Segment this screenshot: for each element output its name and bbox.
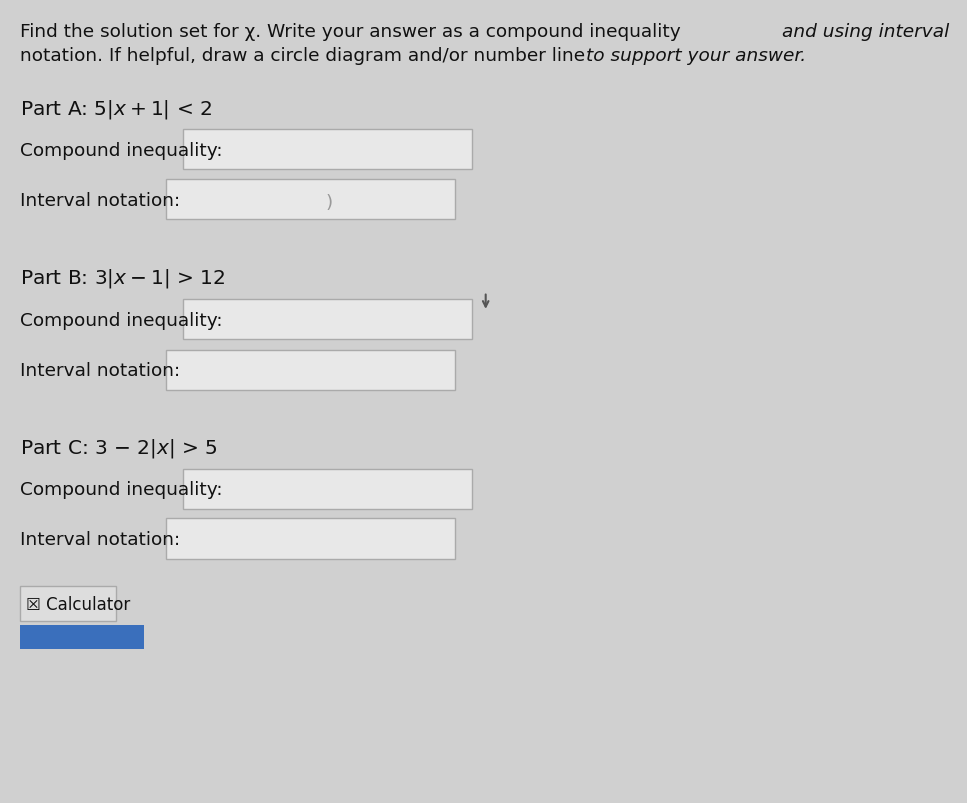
- Text: Part B: 3$|x - 1|$ > 12: Part B: 3$|x - 1|$ > 12: [19, 267, 224, 290]
- FancyBboxPatch shape: [165, 519, 455, 559]
- FancyBboxPatch shape: [183, 469, 472, 509]
- Text: notation. If helpful, draw a circle diagram and/or number line: notation. If helpful, draw a circle diag…: [19, 47, 591, 64]
- Text: Compound inequality:: Compound inequality:: [19, 481, 222, 499]
- Text: to support your answer.: to support your answer.: [586, 47, 806, 64]
- FancyBboxPatch shape: [183, 300, 472, 340]
- Text: and using interval: and using interval: [782, 22, 950, 40]
- Text: Compound inequality:: Compound inequality:: [19, 142, 222, 160]
- Text: Compound inequality:: Compound inequality:: [19, 312, 222, 329]
- Text: Interval notation:: Interval notation:: [19, 192, 180, 210]
- Text: Interval notation:: Interval notation:: [19, 531, 180, 548]
- Text: ☒ Calculator: ☒ Calculator: [26, 595, 131, 613]
- FancyBboxPatch shape: [19, 625, 144, 649]
- FancyBboxPatch shape: [165, 350, 455, 390]
- Text: Part A: 5$|x + 1|$ < 2: Part A: 5$|x + 1|$ < 2: [19, 98, 212, 121]
- FancyBboxPatch shape: [183, 130, 472, 170]
- Text: Interval notation:: Interval notation:: [19, 362, 180, 380]
- Text: Find the solution set for χ. Write your answer as a compound inequality: Find the solution set for χ. Write your …: [19, 22, 687, 40]
- FancyBboxPatch shape: [165, 180, 455, 220]
- Text: Part C: 3 $-$ 2$|x|$ > 5: Part C: 3 $-$ 2$|x|$ > 5: [19, 437, 218, 460]
- FancyBboxPatch shape: [19, 586, 116, 622]
- Text: ): ): [325, 194, 333, 211]
